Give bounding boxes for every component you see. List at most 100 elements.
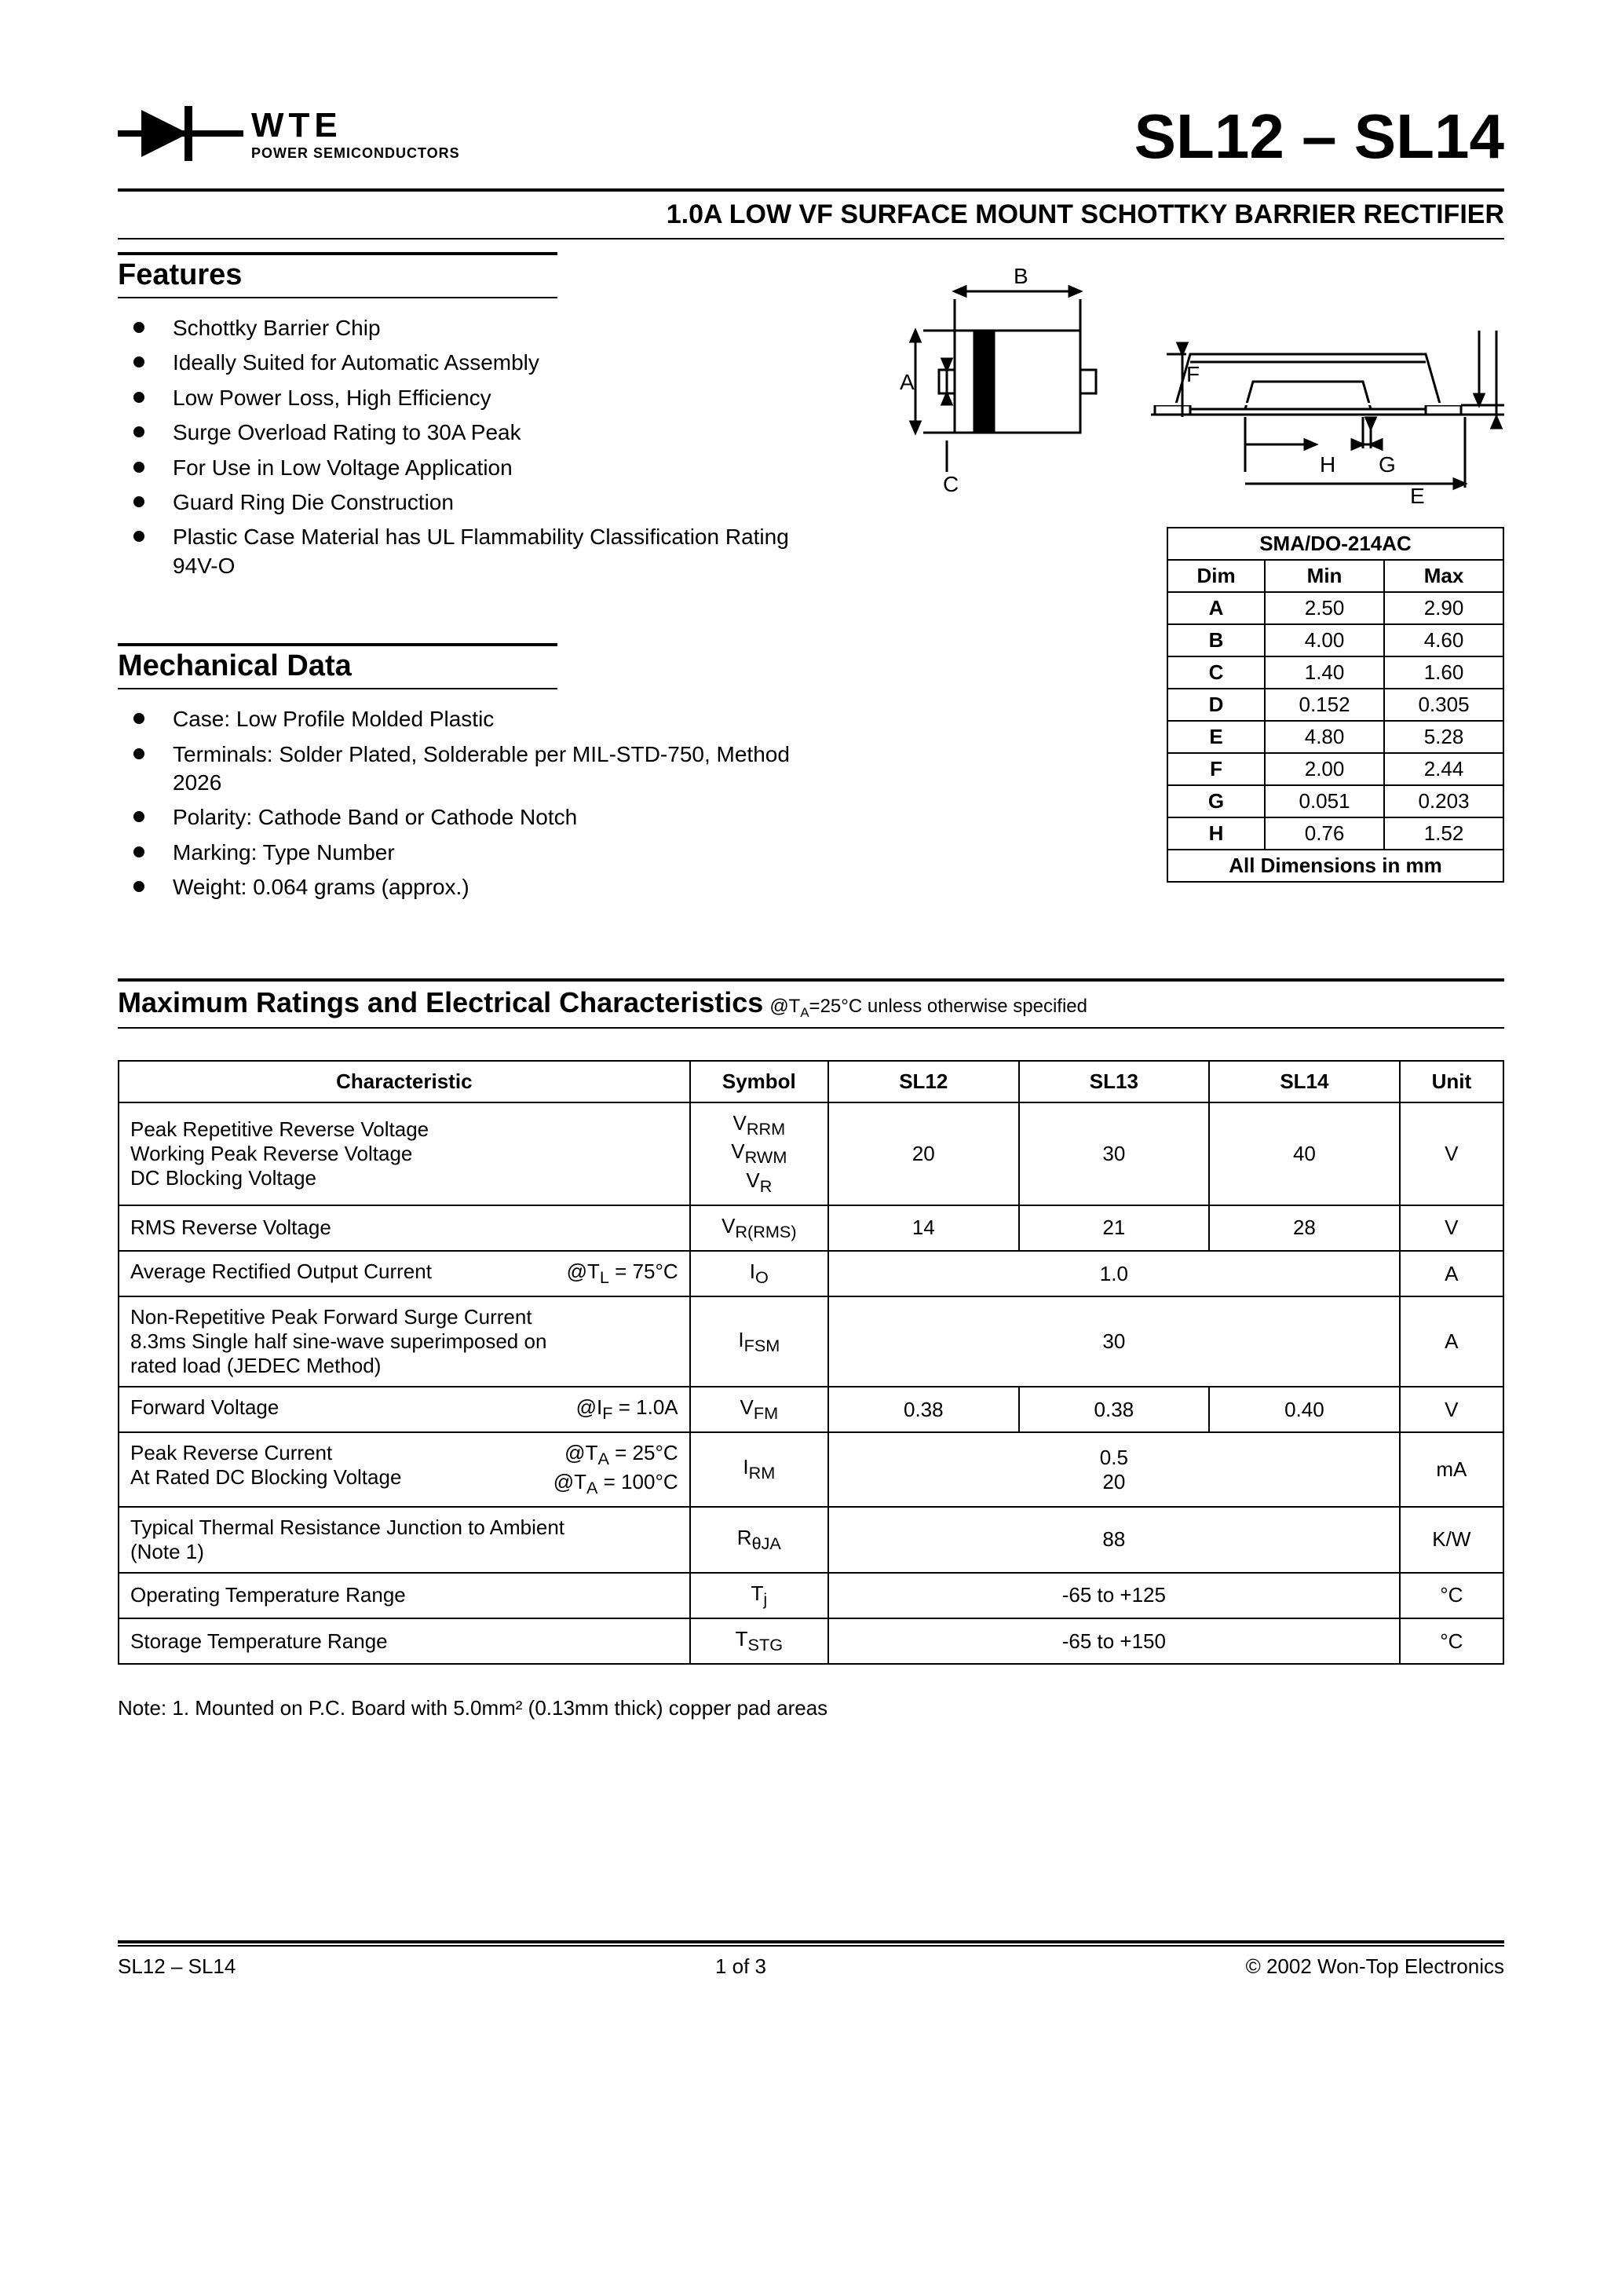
dim-cell: A bbox=[1167, 592, 1265, 624]
diode-logo-icon bbox=[118, 94, 243, 173]
dimension-table: SMA/DO-214AC Dim Min Max A2.502.90B4.004… bbox=[1167, 527, 1504, 883]
logo: WTE POWER SEMICONDUCTORS bbox=[118, 94, 460, 173]
char-cell: Operating Temperature Range bbox=[119, 1573, 690, 1618]
symbol-cell: IO bbox=[690, 1251, 828, 1296]
dim-row: F2.002.44 bbox=[1167, 753, 1503, 785]
feature-item: Plastic Case Material has UL Flammabilit… bbox=[133, 523, 829, 580]
dim-cell: 2.50 bbox=[1265, 592, 1384, 624]
dim-label-g: G bbox=[1379, 452, 1396, 477]
dim-row: D0.1520.305 bbox=[1167, 689, 1503, 721]
dim-cell: 0.203 bbox=[1384, 785, 1503, 817]
dim-row: E4.805.28 bbox=[1167, 721, 1503, 753]
dim-label-h: H bbox=[1320, 452, 1335, 477]
unit-cell: V bbox=[1400, 1102, 1503, 1205]
char-header-sl13: SL13 bbox=[1019, 1061, 1210, 1102]
unit-cell: V bbox=[1400, 1387, 1503, 1432]
value-cell: 40 bbox=[1209, 1102, 1400, 1205]
value-cell: 14 bbox=[828, 1205, 1019, 1251]
char-row: Operating Temperature RangeTj-65 to +125… bbox=[119, 1573, 1503, 1618]
footnote: Note: 1. Mounted on P.C. Board with 5.0m… bbox=[118, 1696, 1504, 1720]
dim-cell: 0.051 bbox=[1265, 785, 1384, 817]
unit-cell: K/W bbox=[1400, 1507, 1503, 1573]
char-row: Average Rectified Output Current@TL = 75… bbox=[119, 1251, 1503, 1296]
dim-cell: 1.40 bbox=[1265, 656, 1384, 689]
dim-cell: E bbox=[1167, 721, 1265, 753]
dim-header-max: Max bbox=[1384, 560, 1503, 592]
char-cell: RMS Reverse Voltage bbox=[119, 1205, 690, 1251]
value-cell: 30 bbox=[1019, 1102, 1210, 1205]
char-cell: Forward Voltage@IF = 1.0A bbox=[119, 1387, 690, 1432]
char-row: RMS Reverse VoltageVR(RMS)142128V bbox=[119, 1205, 1503, 1251]
char-header-sl12: SL12 bbox=[828, 1061, 1019, 1102]
value-cell: 28 bbox=[1209, 1205, 1400, 1251]
dim-label-a: A bbox=[900, 370, 915, 394]
symbol-cell: Tj bbox=[690, 1573, 828, 1618]
mechanical-item: Marking: Type Number bbox=[133, 839, 829, 867]
features-heading: Features bbox=[118, 252, 557, 298]
unit-cell: A bbox=[1400, 1251, 1503, 1296]
dim-cell: B bbox=[1167, 624, 1265, 656]
dim-cell: 4.80 bbox=[1265, 721, 1384, 753]
footer-right: © 2002 Won-Top Electronics bbox=[1246, 1954, 1504, 1979]
feature-item: For Use in Low Voltage Application bbox=[133, 454, 829, 482]
value-cell: 88 bbox=[828, 1507, 1400, 1573]
char-cell: Peak Reverse CurrentAt Rated DC Blocking… bbox=[119, 1432, 690, 1506]
footer-center: 1 of 3 bbox=[715, 1954, 766, 1979]
unit-cell: °C bbox=[1400, 1618, 1503, 1664]
footer-left: SL12 – SL14 bbox=[118, 1954, 236, 1979]
max-ratings-heading: Maximum Ratings and Electrical Character… bbox=[118, 986, 763, 1019]
dim-row: B4.004.60 bbox=[1167, 624, 1503, 656]
value-cell: 20 bbox=[828, 1102, 1019, 1205]
page-footer: SL12 – SL14 1 of 3 © 2002 Won-Top Electr… bbox=[118, 1940, 1504, 1979]
dim-cell: 4.60 bbox=[1384, 624, 1503, 656]
value-cell: 30 bbox=[828, 1296, 1400, 1387]
dim-header-dim: Dim bbox=[1167, 560, 1265, 592]
feature-item: Low Power Loss, High Efficiency bbox=[133, 384, 829, 412]
dim-label-c: C bbox=[943, 472, 959, 496]
char-cell: Non-Repetitive Peak Forward Surge Curren… bbox=[119, 1296, 690, 1387]
feature-item: Schottky Barrier Chip bbox=[133, 314, 829, 342]
char-header-characteristic: Characteristic bbox=[119, 1061, 690, 1102]
dim-label-b: B bbox=[1014, 264, 1028, 288]
char-row: Non-Repetitive Peak Forward Surge Curren… bbox=[119, 1296, 1503, 1387]
max-ratings-condition: @TA=25°C unless otherwise specified bbox=[769, 996, 1087, 1021]
feature-item: Surge Overload Rating to 30A Peak bbox=[133, 419, 829, 447]
package-diagram: A C B bbox=[876, 252, 1504, 503]
value-cell: 0.520 bbox=[828, 1432, 1400, 1506]
dim-cell: 0.305 bbox=[1384, 689, 1503, 721]
char-row: Typical Thermal Resistance Junction to A… bbox=[119, 1507, 1503, 1573]
header-row: WTE POWER SEMICONDUCTORS SL12 – SL14 bbox=[118, 94, 1504, 173]
dim-cell: H bbox=[1167, 817, 1265, 850]
dim-cell: 0.152 bbox=[1265, 689, 1384, 721]
logo-text: WTE bbox=[251, 106, 460, 145]
char-row: Forward Voltage@IF = 1.0AVFM0.380.380.40… bbox=[119, 1387, 1503, 1432]
symbol-cell: VFM bbox=[690, 1387, 828, 1432]
dim-row: H0.761.52 bbox=[1167, 817, 1503, 850]
feature-item: Guard Ring Die Construction bbox=[133, 488, 829, 517]
char-row: Peak Repetitive Reverse VoltageWorking P… bbox=[119, 1102, 1503, 1205]
value-cell: 0.38 bbox=[828, 1387, 1019, 1432]
char-cell: Average Rectified Output Current@TL = 75… bbox=[119, 1251, 690, 1296]
value-cell: 21 bbox=[1019, 1205, 1210, 1251]
value-cell: 1.0 bbox=[828, 1251, 1400, 1296]
features-list: Schottky Barrier ChipIdeally Suited for … bbox=[118, 314, 829, 580]
dim-header-min: Min bbox=[1265, 560, 1384, 592]
unit-cell: °C bbox=[1400, 1573, 1503, 1618]
value-cell: 0.40 bbox=[1209, 1387, 1400, 1432]
dim-cell: D bbox=[1167, 689, 1265, 721]
dim-label-e: E bbox=[1410, 484, 1425, 503]
char-row: Storage Temperature RangeTSTG-65 to +150… bbox=[119, 1618, 1503, 1664]
dim-cell: 1.60 bbox=[1384, 656, 1503, 689]
mechanical-item: Polarity: Cathode Band or Cathode Notch bbox=[133, 803, 829, 832]
dim-label-d: D bbox=[1503, 335, 1504, 359]
value-cell: -65 to +125 bbox=[828, 1573, 1400, 1618]
mechanical-heading: Mechanical Data bbox=[118, 643, 557, 689]
symbol-cell: VRRMVRWMVR bbox=[690, 1102, 828, 1205]
dim-cell: G bbox=[1167, 785, 1265, 817]
dim-cell: 2.00 bbox=[1265, 753, 1384, 785]
logo-subtitle: POWER SEMICONDUCTORS bbox=[251, 145, 460, 162]
char-cell: Peak Repetitive Reverse VoltageWorking P… bbox=[119, 1102, 690, 1205]
dim-label-f: F bbox=[1186, 362, 1200, 386]
char-cell: Storage Temperature Range bbox=[119, 1618, 690, 1664]
dim-cell: 5.28 bbox=[1384, 721, 1503, 753]
